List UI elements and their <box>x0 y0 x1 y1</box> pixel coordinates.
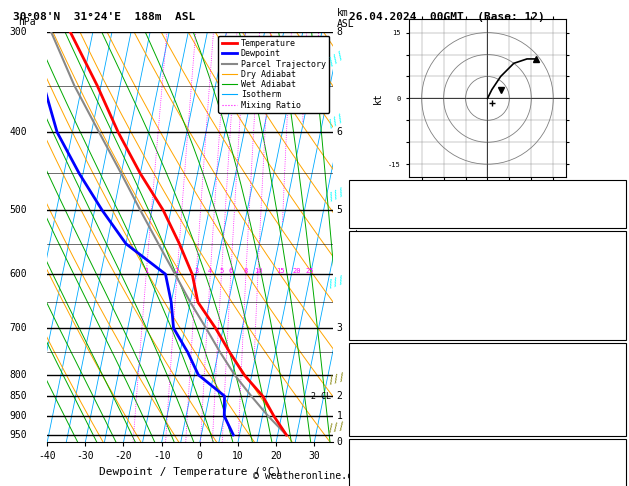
Text: 4: 4 <box>208 268 213 274</box>
Text: Surface: Surface <box>465 233 509 243</box>
Text: 400: 400 <box>9 127 27 137</box>
Text: © weatheronline.co.uk: © weatheronline.co.uk <box>253 471 376 481</box>
Text: ///: /// <box>326 49 347 68</box>
Text: 8.4: 8.4 <box>604 264 623 274</box>
Text: 3: 3 <box>194 268 198 274</box>
Text: 324: 324 <box>604 376 623 386</box>
Text: 20: 20 <box>292 268 301 274</box>
Text: 300: 300 <box>9 27 27 36</box>
Text: 6: 6 <box>337 127 342 137</box>
Text: 600: 600 <box>9 269 27 279</box>
Text: 950: 950 <box>9 430 27 440</box>
Text: 2: 2 <box>175 268 179 274</box>
Text: θe(K): θe(K) <box>352 279 383 290</box>
Text: K: K <box>352 183 358 193</box>
Text: CIN (J): CIN (J) <box>352 327 396 337</box>
Text: 0: 0 <box>617 327 623 337</box>
Text: 500: 500 <box>9 206 27 215</box>
Text: ///: /// <box>326 372 347 386</box>
Text: 1.99: 1.99 <box>598 215 623 225</box>
Text: ///: /// <box>327 421 346 434</box>
Text: Temp (°C): Temp (°C) <box>352 248 408 258</box>
Text: Lifted Index: Lifted Index <box>352 392 426 402</box>
Text: 1: 1 <box>337 411 342 421</box>
Text: Totals Totals: Totals Totals <box>352 199 433 209</box>
Text: CAPE (J): CAPE (J) <box>352 408 401 418</box>
Text: 0: 0 <box>617 423 623 434</box>
Text: 0: 0 <box>617 408 623 418</box>
Text: 15: 15 <box>276 268 285 274</box>
Text: 700: 700 <box>9 323 27 333</box>
Text: Lifted Index: Lifted Index <box>352 295 426 306</box>
Legend: Temperature, Dewpoint, Parcel Trajectory, Dry Adiabat, Wet Adiabat, Isotherm, Mi: Temperature, Dewpoint, Parcel Trajectory… <box>218 36 329 113</box>
Text: 25: 25 <box>306 268 314 274</box>
Text: 5: 5 <box>617 295 623 306</box>
Text: 1: 1 <box>617 392 623 402</box>
Text: CAPE (J): CAPE (J) <box>352 311 401 321</box>
Text: 850: 850 <box>9 391 27 401</box>
Text: 800: 800 <box>9 370 27 380</box>
Text: 2: 2 <box>337 391 342 401</box>
Text: 850: 850 <box>604 360 623 370</box>
Text: 5: 5 <box>337 206 342 215</box>
Text: 10: 10 <box>253 268 262 274</box>
Text: 8: 8 <box>337 27 342 36</box>
Text: Most Unstable: Most Unstable <box>447 345 528 355</box>
Text: 900: 900 <box>9 411 27 421</box>
Text: 6: 6 <box>229 268 233 274</box>
Text: 26.04.2024  00GMT  (Base: 12): 26.04.2024 00GMT (Base: 12) <box>349 12 545 22</box>
Text: CIN (J): CIN (J) <box>352 423 396 434</box>
Text: Pressure (mb): Pressure (mb) <box>352 360 433 370</box>
Text: SREH: SREH <box>352 472 377 483</box>
Text: 16: 16 <box>611 183 623 193</box>
Text: 8: 8 <box>244 268 248 274</box>
Text: θe (K): θe (K) <box>352 376 389 386</box>
Text: 2 CL: 2 CL <box>311 392 331 400</box>
Text: Mixing Ratio (g/kg): Mixing Ratio (g/kg) <box>350 181 360 293</box>
Text: 317: 317 <box>604 279 623 290</box>
Text: PW (cm): PW (cm) <box>352 215 396 225</box>
Text: EH: EH <box>352 457 364 467</box>
X-axis label: Dewpoint / Temperature (°C): Dewpoint / Temperature (°C) <box>99 467 281 477</box>
Text: ///: /// <box>326 186 347 203</box>
Text: Dewp (°C): Dewp (°C) <box>352 264 408 274</box>
Text: Hodograph: Hodograph <box>459 442 516 451</box>
Text: km
ASL: km ASL <box>337 8 354 29</box>
Text: 0: 0 <box>337 437 342 447</box>
Text: 22.3: 22.3 <box>598 248 623 258</box>
Text: -8: -8 <box>611 457 623 467</box>
Y-axis label: kt: kt <box>372 92 382 104</box>
Text: 1: 1 <box>144 268 148 274</box>
Text: 30°08'N  31°24'E  188m  ASL: 30°08'N 31°24'E 188m ASL <box>13 12 195 22</box>
Text: 48: 48 <box>611 199 623 209</box>
Text: 0: 0 <box>617 311 623 321</box>
Text: 5: 5 <box>220 268 223 274</box>
Text: 3: 3 <box>337 323 342 333</box>
Text: hPa: hPa <box>18 17 36 28</box>
Text: ///: /// <box>326 274 347 290</box>
Text: ///: /// <box>326 113 347 130</box>
Text: 75: 75 <box>611 472 623 483</box>
